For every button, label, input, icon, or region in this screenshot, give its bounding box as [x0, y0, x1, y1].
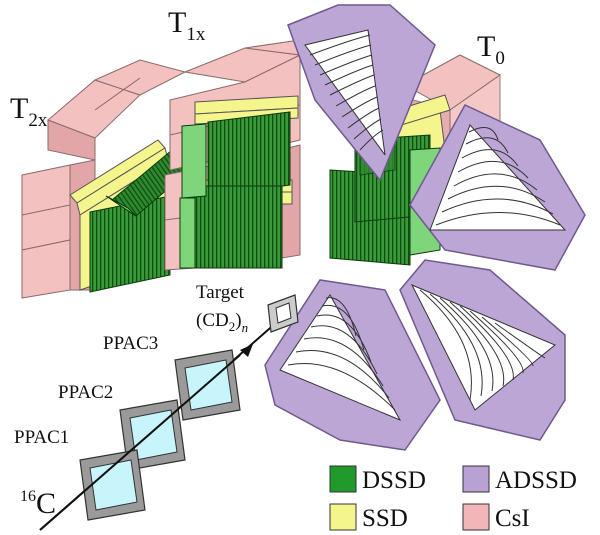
legend-label-ssd: SSD	[362, 505, 408, 532]
beam-path-front	[39, 354, 241, 531]
label-t2x: T2x	[10, 92, 48, 131]
legend-item-dssd: DSSD	[329, 465, 426, 494]
label-t0: T0	[477, 30, 505, 69]
label-ppac2: PPAC2	[58, 382, 113, 403]
adssd-top	[287, 4, 436, 182]
ppac3-detector	[174, 349, 241, 421]
legend-label-csi: CsI	[495, 505, 530, 532]
label-ppac3: PPAC3	[103, 333, 158, 354]
adssd-right	[409, 104, 586, 271]
legend-swatch-dssd	[329, 465, 357, 493]
adssd-sectors	[264, 4, 586, 451]
t1x-telescope	[164, 39, 302, 271]
legend-swatch-adssd	[462, 465, 490, 493]
ppac1-detector	[79, 449, 146, 521]
legend-label-dssd: DSSD	[362, 467, 426, 494]
legend-swatch-ssd	[329, 503, 357, 531]
t1x-dssd-layers	[179, 111, 291, 269]
target-frame	[267, 294, 299, 333]
label-target: Target	[196, 282, 245, 303]
legend-label-adssd: ADSSD	[495, 467, 577, 494]
adssd-bottom-left	[264, 279, 441, 451]
legend-item-csi: CsI	[462, 503, 530, 532]
legend-item-adssd: ADSSD	[462, 465, 577, 494]
legend-swatch-csi	[462, 503, 490, 531]
beam-arrow-icon	[240, 344, 253, 357]
legend-item-ssd: SSD	[329, 503, 408, 532]
label-target-material: (CD2)n	[196, 310, 248, 335]
label-ppac1: PPAC1	[14, 427, 69, 448]
label-t1x: T1x	[168, 6, 206, 45]
label-beam: 16C	[20, 487, 56, 520]
adssd-bottom-right	[399, 259, 566, 441]
legend: DSSD ADSSD SSD CsI	[329, 465, 577, 532]
t2x-telescope	[21, 59, 203, 299]
